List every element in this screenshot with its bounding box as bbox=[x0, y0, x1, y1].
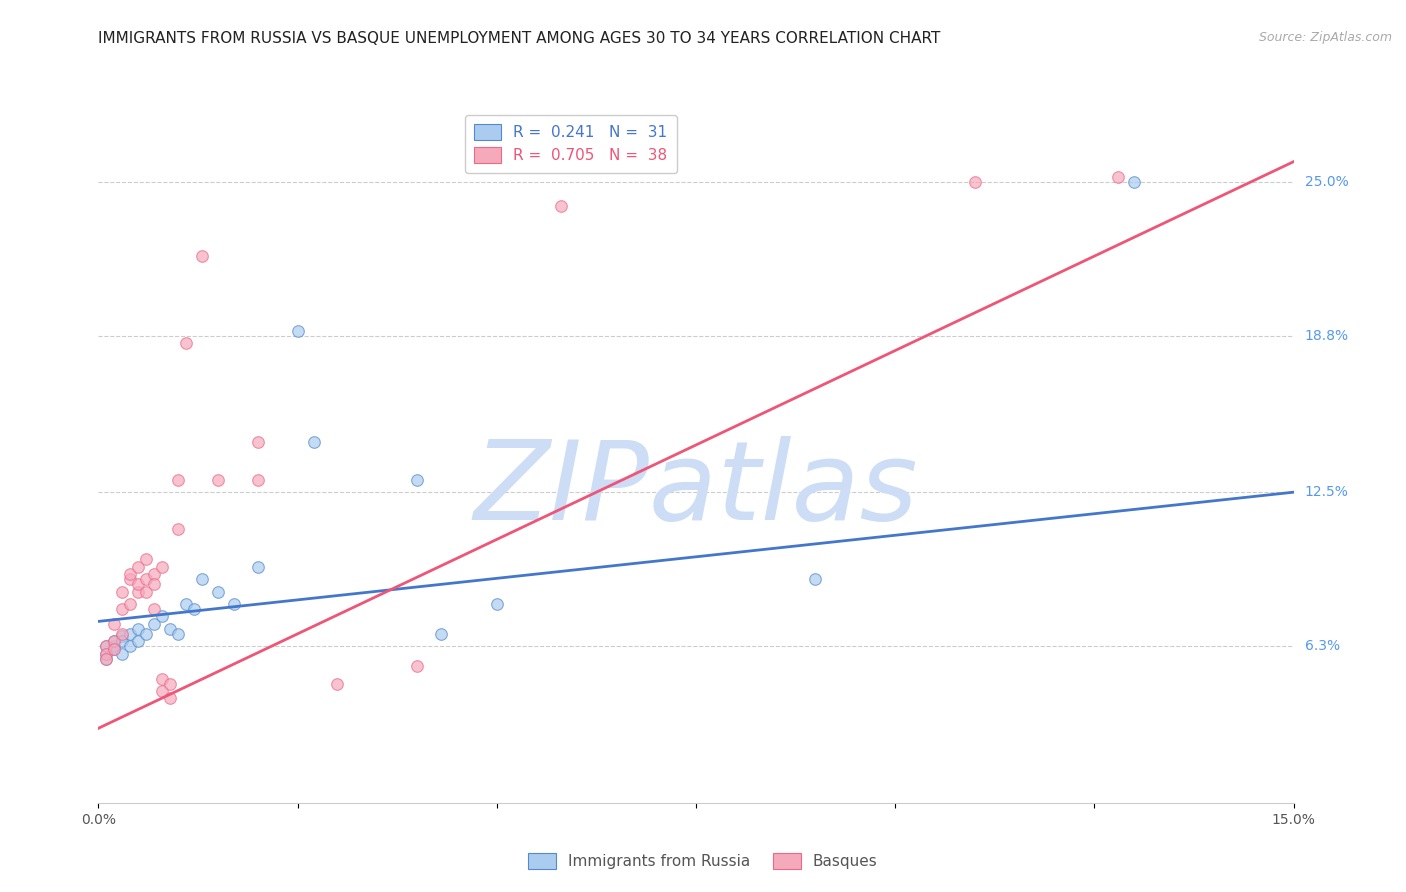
Point bbox=[207, 584, 229, 599]
Point bbox=[111, 629, 134, 643]
Point bbox=[96, 639, 118, 653]
Point bbox=[96, 651, 118, 665]
Point bbox=[127, 577, 149, 591]
Point bbox=[103, 616, 125, 631]
Point bbox=[804, 572, 827, 586]
Point bbox=[326, 676, 349, 690]
Point bbox=[430, 627, 453, 641]
Point bbox=[127, 634, 149, 648]
Point bbox=[191, 249, 214, 263]
Point bbox=[302, 435, 325, 450]
Point bbox=[135, 584, 157, 599]
Point bbox=[120, 627, 142, 641]
Point bbox=[111, 634, 134, 648]
Point bbox=[135, 572, 157, 586]
Text: IMMIGRANTS FROM RUSSIA VS BASQUE UNEMPLOYMENT AMONG AGES 30 TO 34 YEARS CORRELAT: IMMIGRANTS FROM RUSSIA VS BASQUE UNEMPLO… bbox=[98, 31, 941, 46]
Point bbox=[159, 691, 181, 706]
Point bbox=[150, 684, 173, 698]
Point bbox=[111, 647, 134, 661]
Point bbox=[120, 597, 142, 611]
Point bbox=[96, 639, 118, 653]
Point bbox=[406, 473, 429, 487]
Point bbox=[127, 559, 149, 574]
Point bbox=[963, 175, 986, 189]
Point bbox=[143, 602, 166, 616]
Text: ZIPatlas: ZIPatlas bbox=[474, 436, 918, 543]
Point bbox=[207, 473, 229, 487]
Point bbox=[1123, 175, 1146, 189]
Point bbox=[150, 609, 173, 624]
Text: 6.3%: 6.3% bbox=[1305, 640, 1340, 653]
Point bbox=[127, 622, 149, 636]
Point bbox=[167, 523, 190, 537]
Point bbox=[120, 572, 142, 586]
Point bbox=[167, 627, 190, 641]
Point bbox=[183, 602, 205, 616]
Point bbox=[127, 584, 149, 599]
Point bbox=[103, 639, 125, 653]
Legend: Immigrants from Russia, Basques: Immigrants from Russia, Basques bbox=[522, 847, 884, 875]
Point bbox=[103, 634, 125, 648]
Point bbox=[191, 572, 214, 586]
Point bbox=[103, 641, 125, 656]
Point bbox=[135, 552, 157, 566]
Point bbox=[159, 676, 181, 690]
Point bbox=[143, 616, 166, 631]
Point bbox=[96, 651, 118, 665]
Point bbox=[287, 324, 309, 338]
Point bbox=[485, 597, 508, 611]
Point bbox=[222, 597, 245, 611]
Point bbox=[246, 435, 269, 450]
Point bbox=[143, 577, 166, 591]
Point bbox=[111, 627, 134, 641]
Point bbox=[96, 647, 118, 661]
Point bbox=[135, 627, 157, 641]
Point bbox=[159, 622, 181, 636]
Point bbox=[120, 567, 142, 582]
Text: 18.8%: 18.8% bbox=[1305, 328, 1348, 343]
Point bbox=[246, 559, 269, 574]
Point bbox=[246, 473, 269, 487]
Point bbox=[111, 584, 134, 599]
Point bbox=[103, 641, 125, 656]
Text: Source: ZipAtlas.com: Source: ZipAtlas.com bbox=[1258, 31, 1392, 45]
Point bbox=[174, 597, 197, 611]
Text: 25.0%: 25.0% bbox=[1305, 175, 1348, 188]
Point bbox=[103, 634, 125, 648]
Point bbox=[120, 639, 142, 653]
Point bbox=[111, 602, 134, 616]
Point bbox=[174, 336, 197, 351]
Point bbox=[550, 199, 572, 213]
Text: 12.5%: 12.5% bbox=[1305, 485, 1348, 500]
Point bbox=[150, 559, 173, 574]
Point bbox=[167, 473, 190, 487]
Point bbox=[96, 647, 118, 661]
Point bbox=[150, 672, 173, 686]
Point bbox=[143, 567, 166, 582]
Legend: R =  0.241   N =  31, R =  0.705   N =  38: R = 0.241 N = 31, R = 0.705 N = 38 bbox=[464, 115, 676, 173]
Point bbox=[406, 659, 429, 673]
Point bbox=[1107, 169, 1129, 184]
